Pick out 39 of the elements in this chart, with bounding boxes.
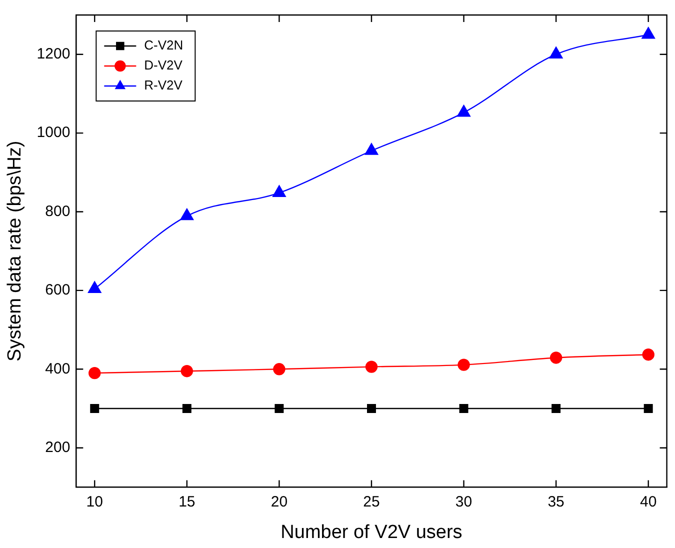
point <box>642 348 654 361</box>
legend-label: R-V2V <box>144 78 183 93</box>
point <box>182 404 192 413</box>
point <box>366 404 376 413</box>
point <box>552 404 561 413</box>
point <box>458 358 470 371</box>
point <box>180 365 194 378</box>
point <box>644 404 653 413</box>
point <box>180 208 194 220</box>
y-tick-label: 800 <box>45 202 70 220</box>
legend-label: D-V2V <box>144 58 183 73</box>
point <box>549 46 563 58</box>
x-tick-label: 10 <box>86 493 103 510</box>
point <box>90 404 100 413</box>
y-tick-label: 400 <box>45 360 70 378</box>
point <box>274 404 284 413</box>
x-tick-label: 20 <box>270 493 288 510</box>
x-tick-label: 25 <box>363 493 380 510</box>
point <box>273 363 286 376</box>
y-tick-label: 600 <box>45 282 70 299</box>
y-tick-label: 200 <box>45 438 70 456</box>
point <box>642 27 656 39</box>
point <box>459 404 468 413</box>
x-tick-label: 35 <box>548 493 564 510</box>
point <box>457 104 470 117</box>
point <box>364 143 378 155</box>
point <box>88 366 101 380</box>
point <box>272 185 286 197</box>
point <box>88 281 102 293</box>
point <box>550 352 562 364</box>
y-tick-label: 1200 <box>36 45 70 62</box>
x-tick-label: 40 <box>640 493 657 510</box>
y-tick-label: 1000 <box>36 124 70 142</box>
point <box>365 360 378 373</box>
y-axis-title: System data rate (bps\Hz) <box>4 140 26 362</box>
x-tick-label: 30 <box>455 493 472 510</box>
x-tick-label: 15 <box>178 493 196 510</box>
x-axis-title: Number of V2V users <box>280 522 462 543</box>
legend-label: C-V2N <box>144 38 184 53</box>
